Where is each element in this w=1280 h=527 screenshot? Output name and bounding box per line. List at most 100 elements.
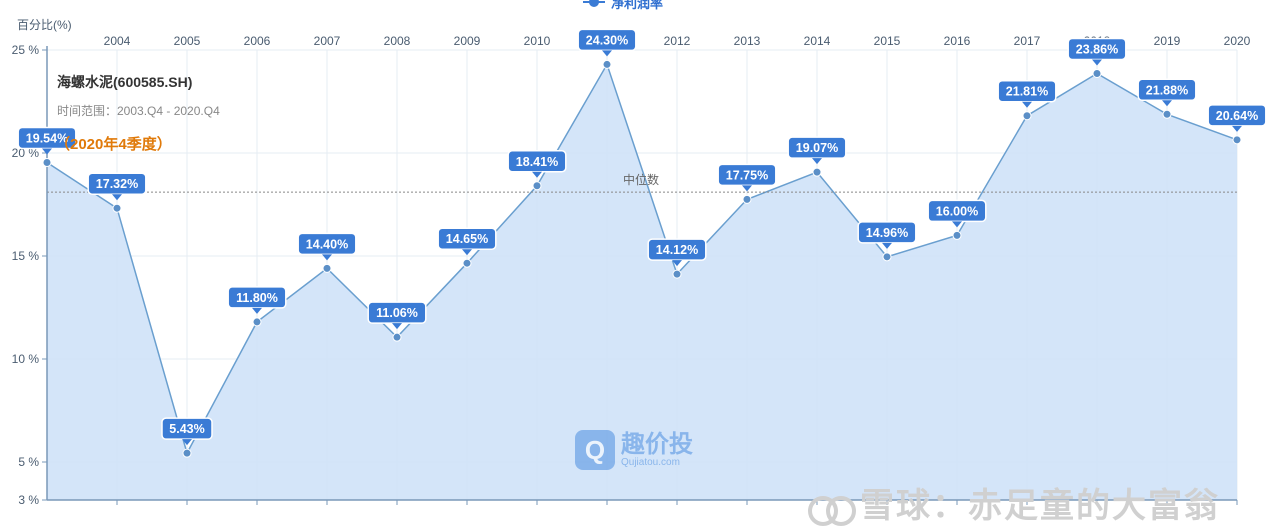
data-label-pointer bbox=[322, 254, 332, 261]
y-tick-label: 3 % bbox=[18, 493, 39, 507]
data-label-pointer bbox=[462, 249, 472, 256]
x-tick-label: 2004 bbox=[104, 34, 131, 48]
x-tick-label: 2017 bbox=[1014, 34, 1041, 48]
data-label-text: 14.65% bbox=[446, 232, 488, 246]
info-box: 海螺水泥(600585.SH) 时间范围：2003.Q4 - 2020.Q4 bbox=[57, 72, 220, 119]
data-label: 21.81% bbox=[997, 79, 1057, 108]
data-label: 17.32% bbox=[87, 172, 147, 201]
x-tick-label: 2009 bbox=[454, 34, 481, 48]
data-point bbox=[182, 448, 192, 458]
data-label-pointer bbox=[952, 221, 962, 228]
legend[interactable]: 净利润率 bbox=[583, 0, 663, 11]
data-label-pointer bbox=[392, 323, 402, 330]
data-label-text: 11.06% bbox=[376, 306, 418, 320]
data-label: 14.40% bbox=[297, 232, 357, 261]
company-name: 海螺水泥(600585.SH) bbox=[57, 74, 193, 90]
data-point bbox=[1092, 68, 1102, 78]
data-label-text: 11.80% bbox=[236, 291, 278, 305]
x-tick-label: 2014 bbox=[804, 34, 831, 48]
x-tick-label: 2013 bbox=[734, 34, 761, 48]
data-label: 14.65% bbox=[437, 227, 497, 256]
y-axis-title: 百分比(%) bbox=[17, 18, 72, 32]
axes: 3 % 5 % 10 % 15 % 20 % 25 % 2004 2005 2006 2007 20… bbox=[12, 34, 1251, 507]
data-label-text: 19.54% bbox=[26, 131, 68, 145]
xueqiu-logo-icon bbox=[808, 494, 856, 527]
legend-marker-icon bbox=[583, 0, 605, 7]
data-label: 18.41% bbox=[507, 150, 567, 178]
data-point bbox=[42, 157, 52, 167]
data-label: 24.30% bbox=[577, 28, 637, 57]
data-label-text: 17.75% bbox=[726, 168, 768, 182]
data-label: 5.43% bbox=[161, 417, 213, 446]
data-label-pointer bbox=[182, 439, 192, 446]
y-tick-label: 15 % bbox=[12, 249, 40, 263]
x-tick-label: 2012 bbox=[664, 34, 691, 48]
data-point bbox=[112, 203, 122, 213]
data-label-pointer bbox=[532, 171, 542, 178]
data-label-text: 20.64% bbox=[1216, 109, 1258, 123]
y-tick-label: 10 % bbox=[12, 352, 40, 366]
data-label-text: 14.12% bbox=[656, 243, 698, 257]
qujiatou-logo-icon: Q bbox=[575, 430, 615, 470]
y-tick-label: 5 % bbox=[18, 455, 39, 469]
data-point bbox=[812, 167, 822, 177]
data-label: 11.06% bbox=[367, 301, 427, 330]
data-point bbox=[1232, 135, 1242, 145]
data-label-pointer bbox=[882, 242, 892, 249]
data-point bbox=[742, 194, 752, 204]
data-label: 14.12% bbox=[647, 238, 707, 267]
data-label-text: 19.07% bbox=[796, 141, 838, 155]
data-label-pointer bbox=[112, 194, 122, 201]
area-fill bbox=[47, 64, 1237, 501]
data-label: 14.96% bbox=[857, 221, 917, 249]
time-range: 时间范围：2003.Q4 - 2020.Q4 bbox=[57, 104, 220, 118]
data-point bbox=[882, 252, 892, 262]
data-label-text: 18.41% bbox=[516, 155, 558, 169]
data-label-pointer bbox=[602, 50, 612, 57]
data-label: 19.07% bbox=[787, 136, 847, 165]
data-point bbox=[952, 230, 962, 240]
watermark: Q 趣价投 Qujiatou.com bbox=[575, 430, 693, 470]
data-label-text: 21.81% bbox=[1006, 85, 1048, 99]
data-point bbox=[602, 59, 612, 69]
data-label-pointer bbox=[252, 307, 262, 314]
data-label-text: 24.30% bbox=[586, 33, 628, 47]
data-label: 11.80% bbox=[227, 286, 287, 314]
data-label-pointer bbox=[742, 185, 752, 192]
x-tick-label: 2016 bbox=[944, 34, 971, 48]
data-label-pointer bbox=[672, 260, 682, 267]
quarter-label: （2020年4季度） bbox=[55, 136, 172, 153]
data-label-text: 23.86% bbox=[1076, 42, 1118, 56]
x-tick-label: 2015 bbox=[874, 34, 901, 48]
data-point bbox=[1022, 111, 1032, 121]
data-label-pointer bbox=[1092, 59, 1102, 66]
data-point bbox=[672, 269, 682, 279]
median-label: 中位数 bbox=[623, 172, 659, 187]
data-labels: 19.54% 17.32% 5.43% 11.80% 14.40% 11.06% 14.65… bbox=[17, 28, 1267, 446]
data-label-pointer bbox=[42, 148, 52, 155]
x-tick-label: 2007 bbox=[314, 34, 341, 48]
x-tick-label: 2020 bbox=[1224, 34, 1251, 48]
watermark-cn: 趣价投 bbox=[621, 430, 693, 458]
x-tick-label: 2006 bbox=[244, 34, 271, 48]
data-label-pointer bbox=[1022, 101, 1032, 108]
data-point bbox=[322, 263, 332, 273]
series-line bbox=[46, 62, 1238, 456]
data-label-pointer bbox=[1162, 100, 1172, 107]
data-point bbox=[462, 258, 472, 268]
data-point bbox=[532, 181, 542, 191]
data-point bbox=[392, 332, 402, 342]
data-label-text: 16.00% bbox=[936, 204, 978, 218]
x-tick-label: 2010 bbox=[524, 34, 551, 48]
data-label: 21.88% bbox=[1137, 78, 1197, 107]
data-point bbox=[1162, 109, 1172, 119]
y-tick-label: 25 % bbox=[12, 43, 40, 57]
data-label: 19.54% bbox=[17, 126, 77, 155]
y-tick-label: 20 % bbox=[12, 146, 40, 160]
data-label-text: 5.43% bbox=[169, 422, 204, 436]
data-label-text: 14.40% bbox=[306, 237, 348, 251]
data-label: 20.64% bbox=[1207, 104, 1267, 132]
x-tick-label: 2019 bbox=[1154, 34, 1181, 48]
data-point bbox=[252, 317, 262, 327]
overlay-watermark: 雪球：赤足童的大富翁 bbox=[808, 478, 1220, 527]
